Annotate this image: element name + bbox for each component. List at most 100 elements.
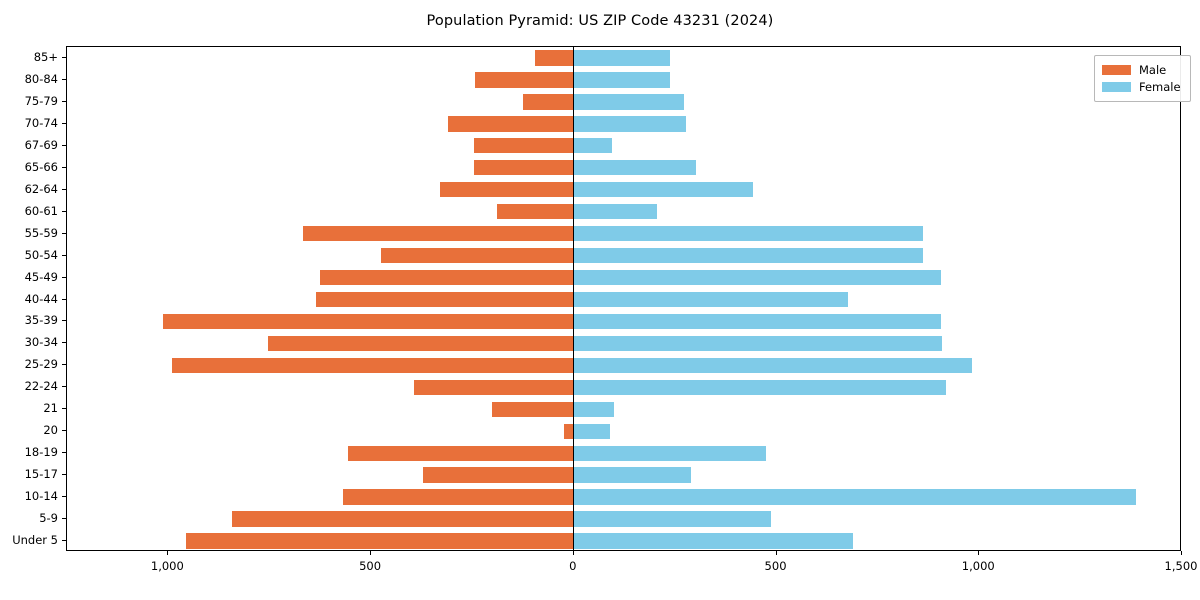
- bar-male[interactable]: [423, 467, 574, 483]
- bar-female[interactable]: [573, 401, 615, 417]
- bar-male[interactable]: [380, 247, 574, 264]
- y-axis-tick-label: 18-19: [24, 445, 58, 460]
- y-axis-tick-mark: [62, 452, 66, 454]
- bar-male[interactable]: [491, 401, 574, 417]
- bar-female[interactable]: [573, 467, 692, 483]
- legend-item-female[interactable]: Female: [1102, 78, 1183, 95]
- bar-row: [67, 50, 1180, 66]
- legend-label-female: Female: [1139, 79, 1181, 94]
- bars-layer: [67, 47, 1180, 550]
- bar-female[interactable]: [573, 533, 853, 549]
- y-axis-tick-label: 25-29: [24, 357, 58, 372]
- bar-female[interactable]: [573, 423, 611, 439]
- plot-area: [66, 46, 1181, 551]
- legend-swatch-male-icon: [1102, 64, 1131, 75]
- bar-female[interactable]: [573, 247, 924, 264]
- y-axis-tick-label: 55-59: [24, 225, 58, 240]
- bar-row: [67, 225, 1180, 242]
- bar-female[interactable]: [573, 182, 754, 198]
- y-axis-tick-mark: [62, 122, 66, 124]
- y-axis-tick-mark: [62, 56, 66, 58]
- bar-male[interactable]: [303, 225, 574, 242]
- bar-male[interactable]: [535, 50, 574, 66]
- bar-male[interactable]: [162, 313, 574, 330]
- bar-row: [67, 357, 1180, 374]
- x-axis-tick-mark: [370, 551, 372, 555]
- bar-male[interactable]: [347, 445, 574, 461]
- bar-row: [67, 269, 1180, 286]
- bar-row: [67, 313, 1180, 330]
- bar-row: [67, 335, 1180, 352]
- bar-male[interactable]: [440, 182, 574, 198]
- y-axis-tick-label: 62-64: [24, 181, 58, 196]
- bar-male[interactable]: [232, 511, 574, 527]
- bar-female[interactable]: [573, 511, 771, 527]
- bar-male[interactable]: [320, 269, 574, 286]
- y-axis-tick-mark: [62, 166, 66, 168]
- bar-female[interactable]: [573, 313, 941, 330]
- x-axis-tick-mark: [978, 551, 980, 555]
- bar-female[interactable]: [573, 489, 1136, 505]
- page-title: Population Pyramid: US ZIP Code 43231 (2…: [426, 13, 774, 29]
- y-axis-tick-label: 67-69: [24, 137, 58, 152]
- bar-female[interactable]: [573, 445, 766, 461]
- y-axis-tick-label: 20: [43, 423, 58, 438]
- bar-female[interactable]: [573, 203, 657, 220]
- bar-female[interactable]: [573, 160, 697, 176]
- bar-row: [67, 467, 1180, 483]
- legend-item-male[interactable]: Male: [1102, 61, 1183, 78]
- y-axis-tick-label: 5-9: [39, 511, 58, 526]
- bar-female[interactable]: [573, 269, 941, 286]
- y-axis-tick-mark: [62, 188, 66, 190]
- bar-female[interactable]: [573, 225, 923, 242]
- y-axis-tick-mark: [62, 232, 66, 234]
- bar-male[interactable]: [414, 379, 574, 395]
- bar-male[interactable]: [172, 357, 574, 374]
- y-axis-tick-label: 22-24: [24, 379, 58, 394]
- bar-male[interactable]: [343, 489, 574, 505]
- bar-male[interactable]: [474, 160, 574, 176]
- y-axis-tick-label: 70-74: [24, 115, 58, 130]
- y-axis-tick-mark: [62, 518, 66, 520]
- y-axis-tick-mark: [62, 408, 66, 410]
- bar-row: [67, 116, 1180, 132]
- y-axis-tick-label: 40-44: [24, 291, 58, 306]
- bar-female[interactable]: [573, 50, 671, 66]
- y-axis-tick-label: 30-34: [24, 335, 58, 350]
- bar-male[interactable]: [474, 138, 574, 154]
- y-axis-tick-mark: [62, 144, 66, 146]
- bar-male[interactable]: [185, 533, 574, 549]
- bar-male[interactable]: [267, 335, 574, 352]
- bar-male[interactable]: [564, 423, 574, 439]
- bar-row: [67, 379, 1180, 395]
- y-axis-tick-mark: [62, 342, 66, 344]
- bar-row: [67, 423, 1180, 439]
- bar-male[interactable]: [522, 94, 574, 110]
- bar-male[interactable]: [496, 203, 574, 220]
- bar-female[interactable]: [573, 357, 973, 374]
- y-axis-tick-mark: [62, 276, 66, 278]
- y-axis-tick-label: 35-39: [24, 313, 58, 328]
- bar-female[interactable]: [573, 291, 848, 308]
- bar-row: [67, 182, 1180, 198]
- y-axis-tick-mark: [62, 298, 66, 300]
- y-axis-tick-label: Under 5: [12, 533, 58, 548]
- bar-female[interactable]: [573, 72, 671, 88]
- bar-female[interactable]: [573, 94, 684, 110]
- y-axis-labels: Under 5 5-9 10-14 15-17 18-19 20 21 22-24 25-29 3…: [0, 46, 58, 551]
- bar-female[interactable]: [573, 138, 612, 154]
- bar-female[interactable]: [573, 116, 686, 132]
- x-axis-tick-label: 1,500: [1164, 559, 1198, 573]
- y-axis-tick-mark: [62, 540, 66, 542]
- bar-female[interactable]: [573, 379, 946, 395]
- y-axis-tick-label: 50-54: [24, 247, 58, 262]
- bar-male[interactable]: [475, 72, 574, 88]
- bar-male[interactable]: [448, 116, 574, 132]
- x-axis-tick-mark: [572, 551, 574, 555]
- bar-male[interactable]: [315, 291, 574, 308]
- y-axis-tick-label: 60-61: [24, 203, 58, 218]
- bar-female[interactable]: [573, 335, 942, 352]
- y-axis-tick-label: 85+: [33, 49, 58, 64]
- x-axis-tick-label: 500: [359, 559, 382, 573]
